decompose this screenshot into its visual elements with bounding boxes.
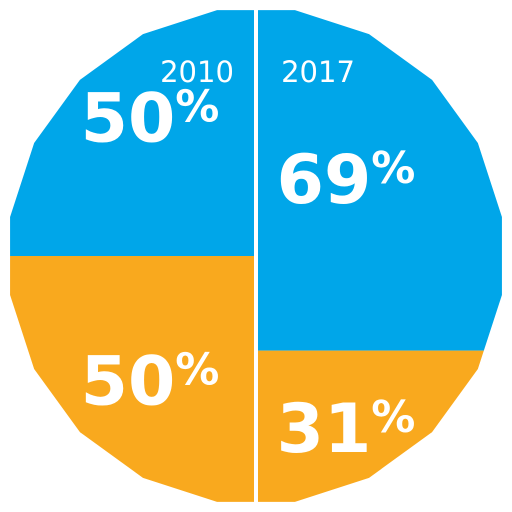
percent-label-2017-1: 31%: [277, 390, 416, 469]
percent-sign: %: [175, 82, 219, 133]
year-label-2017: 2017: [281, 55, 355, 89]
percent-label-2010-1: 50%: [81, 343, 220, 422]
percent-value: 69: [277, 141, 372, 220]
percent-sign: %: [175, 345, 219, 396]
percent-sign: %: [371, 392, 415, 443]
year-label-2010: 2010: [160, 55, 234, 89]
percent-label-2010-0: 50%: [81, 80, 220, 159]
percent-label-2017-0: 69%: [277, 141, 416, 220]
percent-value: 31: [277, 390, 372, 469]
percent-sign: %: [371, 143, 415, 194]
center-divider: [254, 5, 258, 507]
pie-segments-group: [10, 10, 502, 502]
percent-value: 50: [81, 80, 176, 159]
percent-value: 50: [81, 343, 176, 422]
